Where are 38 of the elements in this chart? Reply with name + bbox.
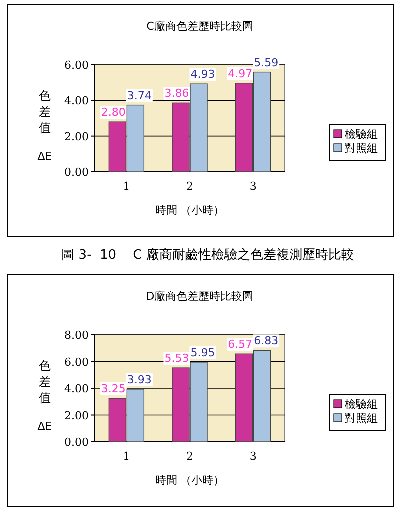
chart-title: C廠商色差歷時比較圖 xyxy=(146,20,254,33)
text: 色差值 ΔE xyxy=(38,89,52,163)
y-tick-label: 6.00 xyxy=(64,59,89,72)
data-label: 5.59 xyxy=(254,56,279,70)
y-tick-label: 0.00 xyxy=(64,166,89,179)
legend-label: 檢驗組 xyxy=(345,128,378,141)
data-label: 4.93 xyxy=(190,68,216,82)
y-tick-label: 2.00 xyxy=(64,130,89,144)
y-tick-label: 4.00 xyxy=(64,94,89,108)
y-tick-label: 8.00 xyxy=(64,329,89,342)
data-label: 5.95 xyxy=(190,346,216,360)
x-tick-label: 3 xyxy=(250,180,257,193)
y-tick-label: 6.00 xyxy=(64,356,89,369)
y-tick-label: 0.00 xyxy=(64,436,89,449)
text: 色差值 ΔE xyxy=(38,359,52,433)
x-tick-label: 2 xyxy=(186,450,194,463)
legend-label: 對照組 xyxy=(345,142,378,155)
caption: 圖 3- 10 C 廠商耐鹼性檢驗之色差複測歷時比較 xyxy=(62,248,354,263)
x-tick-label: 2 xyxy=(186,180,194,193)
y-tick-label: 2.00 xyxy=(64,409,89,422)
data-label: 4.97 xyxy=(228,67,253,80)
data-label: 6.57 xyxy=(228,338,253,352)
y-tick-label: 4.00 xyxy=(64,382,89,396)
data-label: 3.25 xyxy=(101,382,126,396)
data-label: 3.74 xyxy=(127,89,152,102)
legend-label: 檢驗組 xyxy=(345,398,378,411)
x-axis-title: 時間 （小時） xyxy=(155,204,225,217)
x-axis-title: 時間 （小時） xyxy=(155,474,225,487)
data-label: 6.83 xyxy=(254,334,279,348)
data-label: 3.93 xyxy=(127,373,152,386)
data-label: 5.53 xyxy=(164,352,190,366)
x-tick-label: 1 xyxy=(123,450,130,463)
x-tick-label: 3 xyxy=(250,450,257,463)
chart-title: D廠商色差歷時比較圖 xyxy=(146,290,254,303)
data-label: 2.80 xyxy=(101,106,126,120)
legend-label: 對照組 xyxy=(345,412,378,425)
data-label: 3.86 xyxy=(164,87,190,100)
x-tick-label: 1 xyxy=(123,180,130,193)
